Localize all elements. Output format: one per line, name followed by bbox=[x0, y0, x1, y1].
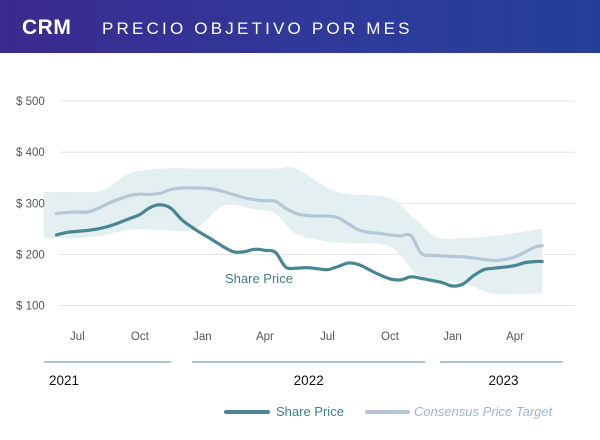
share-price-line bbox=[54, 203, 544, 288]
y-tick-label: $ 300 bbox=[16, 198, 45, 210]
legend-label-share-price: Share Price bbox=[276, 404, 344, 419]
y-tick-label: $ 100 bbox=[16, 300, 45, 312]
y-tick-label: $ 500 bbox=[16, 96, 45, 108]
month-tick-label: Jan bbox=[443, 331, 462, 343]
price-target-range-band bbox=[44, 167, 543, 295]
legend: Share Price Consensus Price Target bbox=[224, 404, 554, 419]
month-ticks: Jul Oct Jan Apr Jul Oct Jan Apr bbox=[70, 331, 524, 343]
y-axis-ticks: $ 500 $ 400 $ 300 $ 200 $ 100 bbox=[16, 96, 45, 312]
month-tick-label: Jul bbox=[70, 331, 85, 343]
year-label: 2021 bbox=[49, 373, 79, 388]
month-tick-label: Apr bbox=[256, 331, 274, 343]
legend-label-consensus: Consensus Price Target bbox=[414, 404, 554, 419]
chart-title: PRECIO OBJETIVO POR MES bbox=[102, 19, 413, 38]
month-tick-label: Jul bbox=[320, 331, 335, 343]
month-tick-label: Oct bbox=[131, 331, 150, 343]
year-axis: 2021 2022 2023 bbox=[44, 361, 563, 388]
month-tick-label: Apr bbox=[506, 331, 524, 343]
share-price-annotation: Share Price bbox=[225, 271, 293, 286]
month-tick-label: Oct bbox=[381, 331, 400, 343]
year-label: 2022 bbox=[294, 373, 324, 388]
y-tick-label: $ 200 bbox=[16, 249, 45, 261]
header-bar: CRM PRECIO OBJETIVO POR MES bbox=[0, 0, 600, 53]
year-label: 2023 bbox=[488, 373, 518, 388]
y-tick-label: $ 400 bbox=[16, 147, 45, 159]
consensus-price-target-line bbox=[54, 186, 544, 263]
ticker-symbol: CRM bbox=[22, 16, 72, 39]
month-tick-label: Jan bbox=[193, 331, 212, 343]
